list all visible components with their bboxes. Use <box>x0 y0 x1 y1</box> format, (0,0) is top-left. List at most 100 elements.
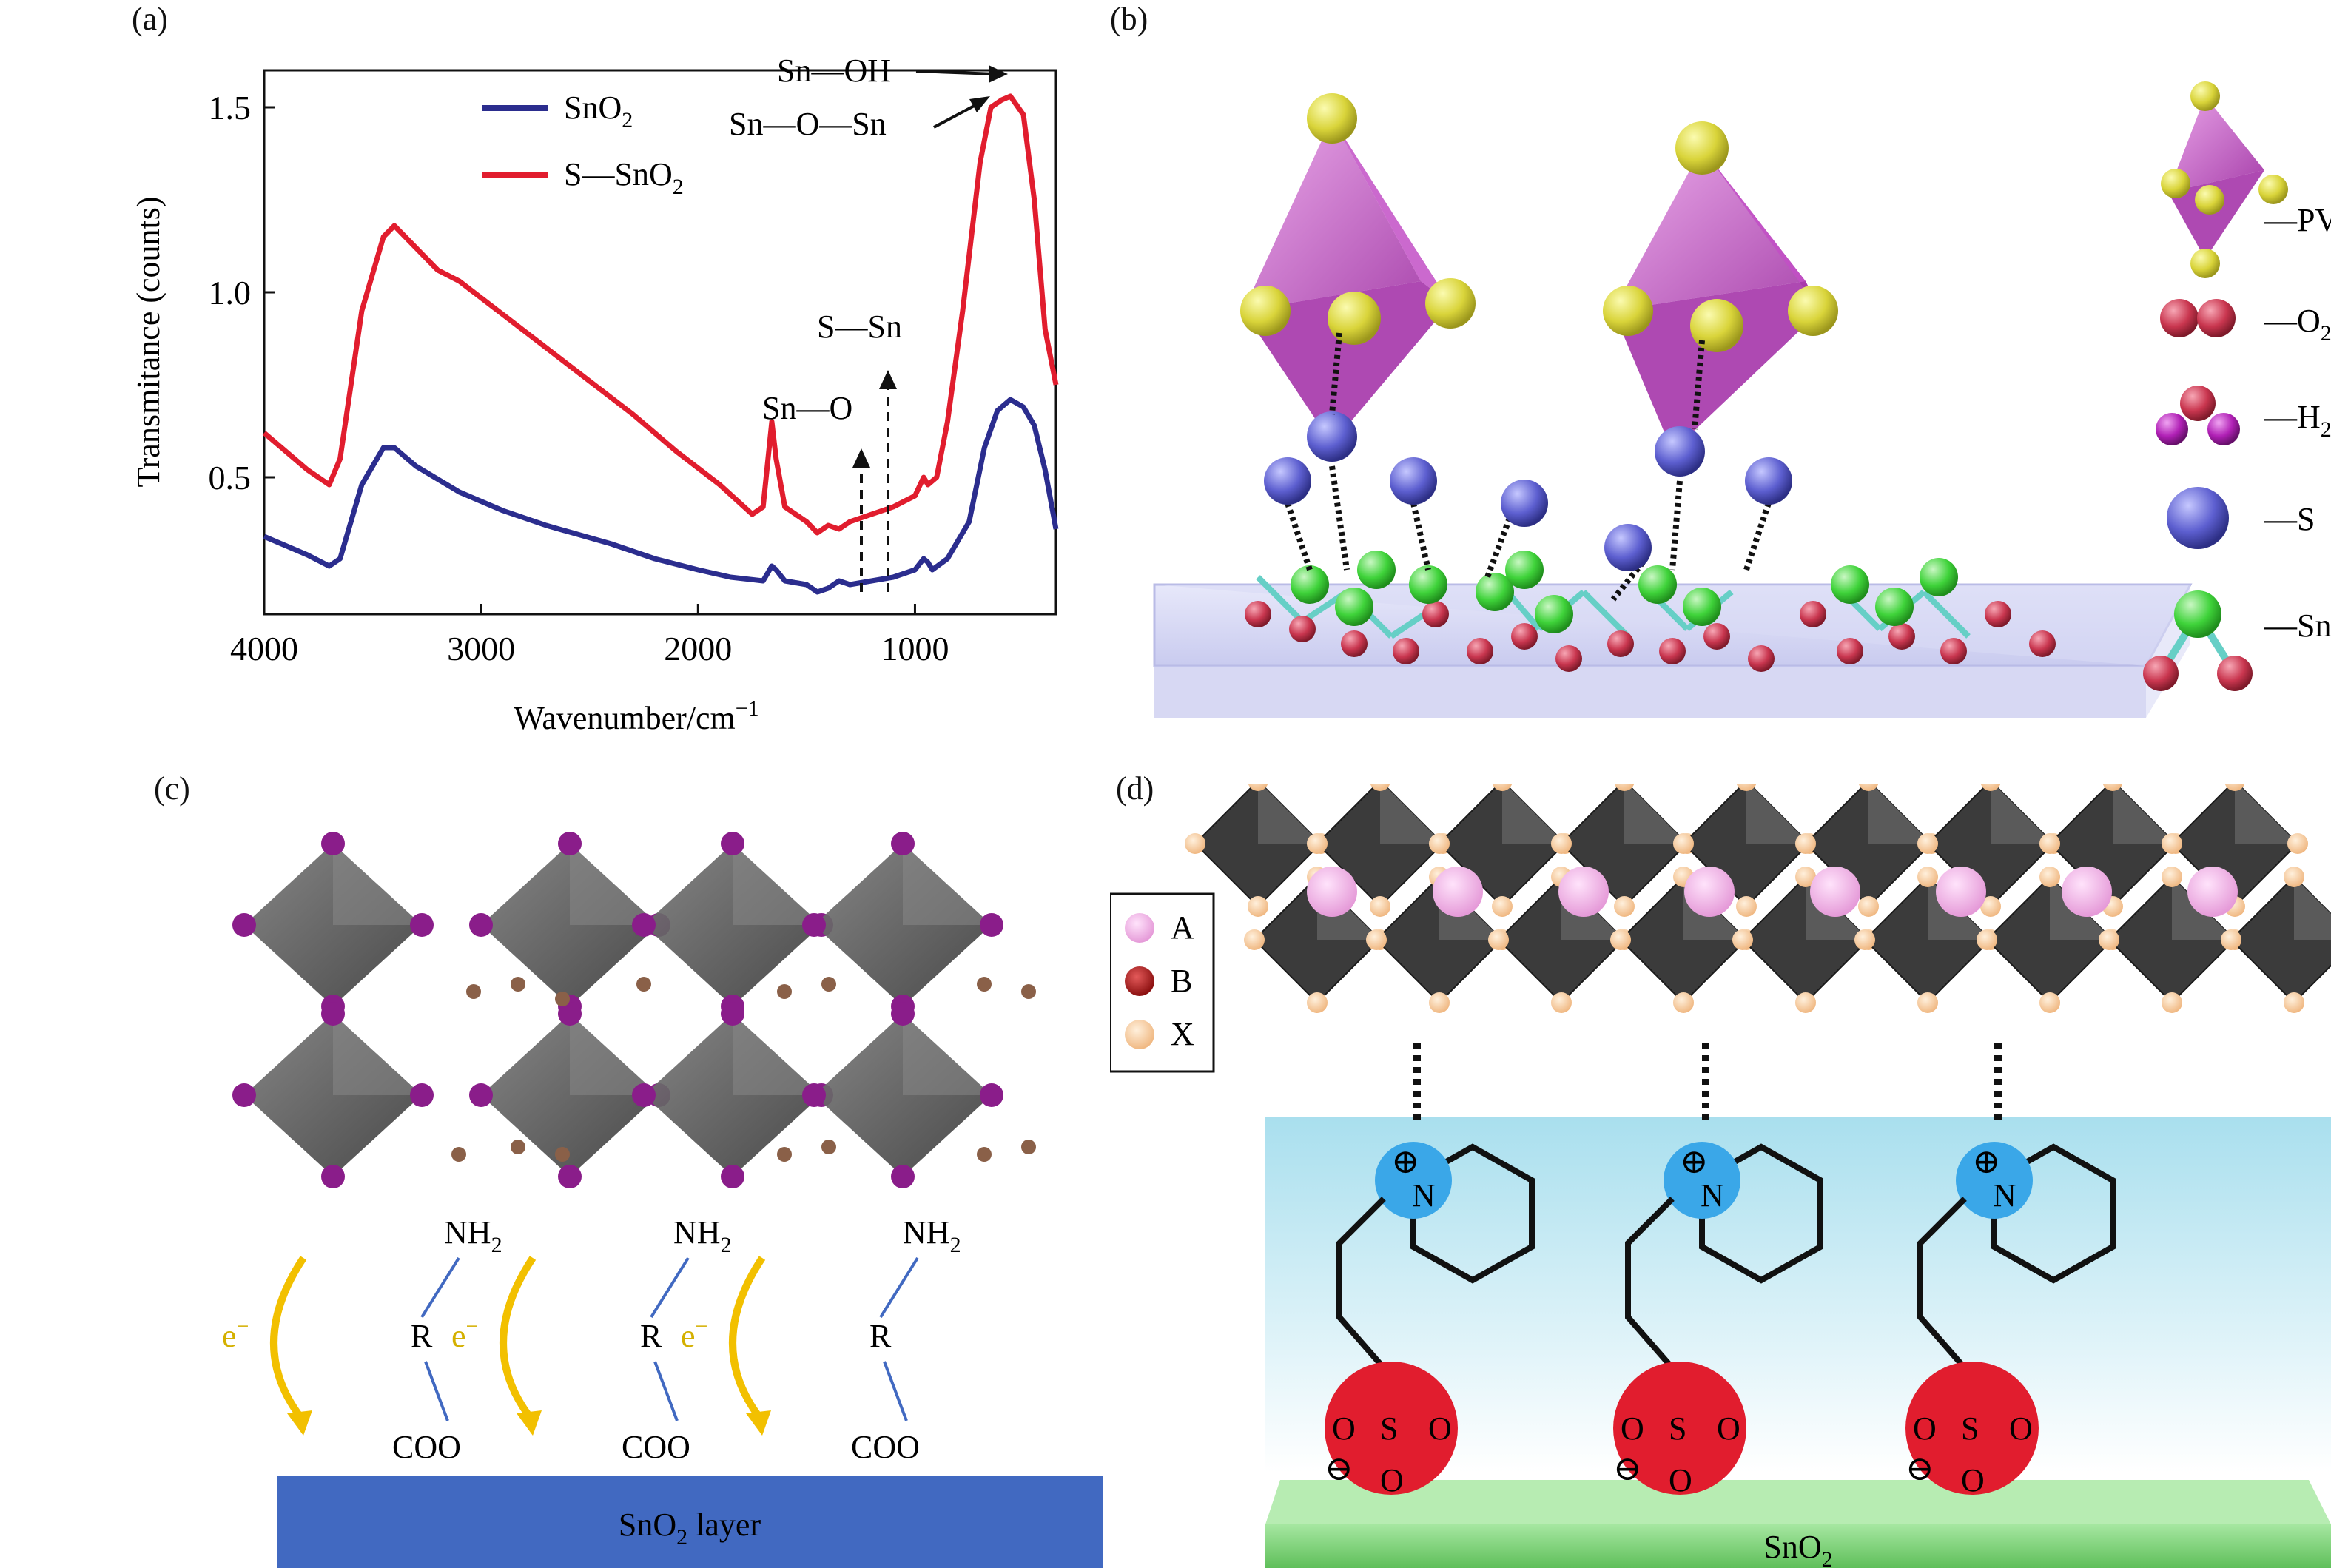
iodide-atom <box>469 913 493 937</box>
series-line-0 <box>263 397 1059 595</box>
svg-text:O: O <box>1428 1410 1452 1447</box>
legend-label-sno2: —SnO2 <box>2264 608 2331 650</box>
x-site-atom <box>2162 833 2182 854</box>
anion-sign: ⊖ <box>1325 1450 1353 1487</box>
x-site-atom <box>1858 784 1879 791</box>
sno2-layer-label: SnO2 layer <box>619 1507 761 1550</box>
legend-label-a: A <box>1171 909 1194 946</box>
nitrogen-label: N <box>1993 1177 2016 1214</box>
a-site-atom <box>2187 867 2238 917</box>
x-site-atom <box>1370 784 1390 791</box>
x-site-atom <box>2221 929 2241 950</box>
iodide-atom <box>891 1002 915 1026</box>
x-site-atom <box>1429 833 1450 854</box>
x-site-atom <box>1917 992 1938 1013</box>
iodide-atom <box>721 1002 744 1026</box>
pyridinium-cation <box>1375 1142 1452 1219</box>
legend-label-x: X <box>1171 1016 1194 1052</box>
sno2-substrate-label: SnO2 <box>1763 1529 1832 1568</box>
iodide-atom <box>321 1002 345 1026</box>
svg-text:O: O <box>1717 1410 1740 1447</box>
iodide-atom <box>891 832 915 855</box>
x-site-atom <box>1244 929 1265 950</box>
legend-label-pvk: —PVK <box>2264 202 2331 238</box>
svg-text:O: O <box>1621 1410 1644 1447</box>
legend-o2-icon <box>2160 299 2236 337</box>
x-site-atom <box>1673 833 1694 854</box>
panel-label-c: (c) <box>154 770 190 807</box>
x-site-atom <box>1551 992 1572 1013</box>
electron-arrow <box>500 1256 536 1424</box>
linker-group: NH2 R COO e− <box>222 1214 502 1465</box>
anion-sign: ⊖ <box>1613 1450 1642 1487</box>
amine-label: NH2 <box>673 1214 732 1257</box>
carboxylate-label: COO <box>622 1429 690 1465</box>
panel-d-schematic: SnO2 ⊕NO S O⊖ O⊕NO S O⊖ O⊕NO S O⊖ O A B X <box>1110 784 2331 1568</box>
x-ticks: 4000 3000 2000 1000 <box>230 604 949 667</box>
anion-sign: ⊖ <box>1906 1450 1934 1487</box>
iodide-atom <box>802 1083 826 1107</box>
organic-cations <box>451 977 1036 1162</box>
linker-group: NH2 R COO e− <box>451 1214 732 1465</box>
x-site-atom <box>1917 867 1938 887</box>
pyridinium-cation <box>1664 1142 1740 1219</box>
y-tick-label: 1.5 <box>209 89 252 127</box>
perovskite-octahedra <box>232 832 1003 1188</box>
x-tick-label: 4000 <box>230 630 298 667</box>
ftir-chart: 4000 3000 2000 1000 0.5 1.0 1.5 Wavenumber/cm… <box>130 53 1059 736</box>
annotation-s-sn: S—Sn <box>817 309 902 345</box>
iodide-atom <box>558 1165 582 1188</box>
electron-label: e− <box>681 1314 707 1354</box>
cation-sign: ⊕ <box>1391 1143 1420 1180</box>
nitrogen-label: N <box>1701 1177 1724 1214</box>
x-site-atom <box>1673 992 1694 1013</box>
x-site-atom <box>1492 896 1513 917</box>
x-site-atom <box>2224 784 2245 791</box>
sulfonate-anion <box>1613 1362 1746 1495</box>
x-site-atom <box>1977 929 1997 950</box>
panel-c-schematic: NH2 R COO e− NH2 R COO e− NH2 R COO e− SnO2 layer <box>222 832 1103 1568</box>
a-site-atom <box>1936 867 1986 917</box>
r-group-label: R <box>870 1318 892 1354</box>
x-site-atom <box>2284 992 2304 1013</box>
svg-text:O: O <box>1669 1462 1692 1498</box>
x-site-atom <box>2099 929 2119 950</box>
x-site-atom <box>2039 833 2060 854</box>
panel-b-schematic: —PVK —O2 —H2O —S —SnO2 <box>1153 81 2331 718</box>
x-tick-label: 2000 <box>664 630 732 667</box>
sno2-layer <box>278 1476 1103 1568</box>
annotations: Sn—OH Sn—O—Sn S—Sn Sn—O <box>729 53 1008 592</box>
x-site-atom <box>1370 896 1390 917</box>
annotation-sn-o-sn: Sn—O—Sn <box>729 106 887 142</box>
cation-sign: ⊕ <box>1680 1143 1709 1180</box>
electron-label: e− <box>451 1314 478 1354</box>
x-site-atom <box>2039 867 2060 887</box>
legend-label-h2o: —H2O <box>2264 399 2331 442</box>
svg-text:S: S <box>1380 1410 1398 1447</box>
iodide-atom <box>558 832 582 855</box>
iodide-atom <box>721 1165 744 1188</box>
x-site-atom <box>1980 784 2001 791</box>
legend-pvk-icon <box>2161 81 2288 278</box>
electron-arrow <box>729 1256 766 1424</box>
legend-sno2-icon <box>2143 590 2253 691</box>
sno2-tin <box>1291 551 1958 633</box>
sulfur-atoms <box>1264 457 1792 571</box>
a-site-atom <box>1307 867 1357 917</box>
x-site-atom <box>2102 784 2123 791</box>
x-site-atom <box>1795 833 1816 854</box>
x-axis-label: Wavenumber/cm−1 <box>514 696 758 736</box>
legend: SnO2 S—SnO2 <box>482 90 684 199</box>
x-site-atom <box>1551 833 1572 854</box>
x-site-atom <box>1307 833 1328 854</box>
annotation-sn-oh: Sn—OH <box>777 53 891 89</box>
x-site-atom <box>2039 992 2060 1013</box>
x-site-atom <box>1429 992 1450 1013</box>
x-site-atom <box>1614 896 1635 917</box>
sno2-oxygens <box>1245 601 2056 672</box>
electron-arrow <box>270 1256 307 1424</box>
x-tick-label: 1000 <box>881 630 949 667</box>
x-site-atom <box>1736 896 1757 917</box>
plot-frame <box>263 69 1057 616</box>
legend-s-icon <box>2167 487 2229 549</box>
